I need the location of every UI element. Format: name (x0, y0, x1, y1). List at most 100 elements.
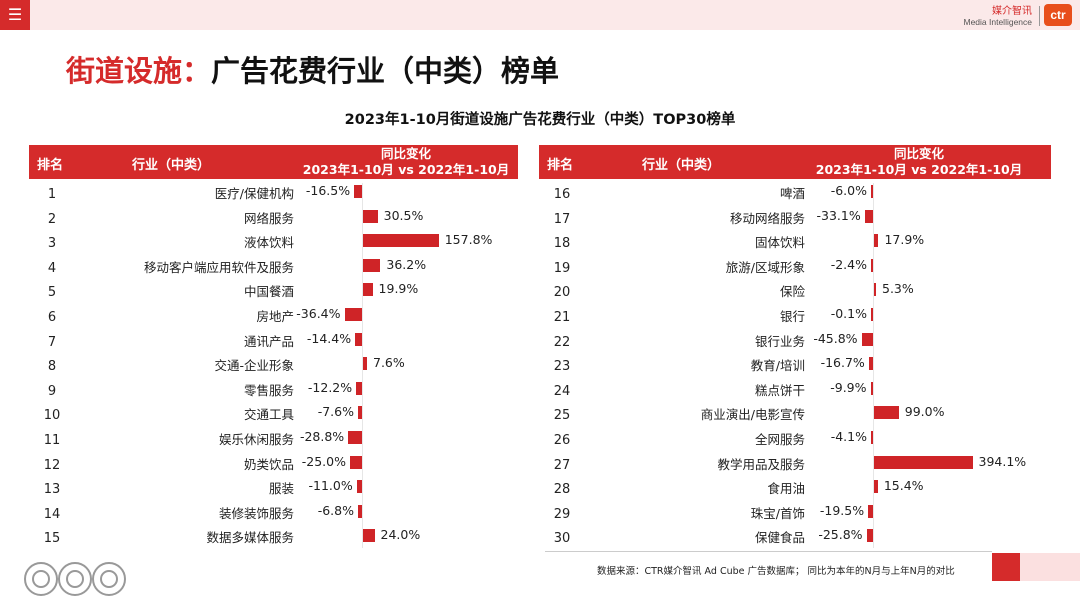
menu-icon[interactable]: ☰ (0, 0, 30, 30)
change-bar (868, 504, 873, 518)
change-bar (871, 258, 873, 272)
industry-cell: 教育/培训 (750, 358, 805, 374)
change-value-label: -25.0% (301, 453, 346, 469)
change-value-label: -16.5% (305, 183, 351, 198)
table-row: 14 装修装饰服务 -6.8% (0, 501, 1080, 525)
change-value-label: 30.5% (383, 207, 424, 223)
header-change: 同比变化 2023年1-10月 vs 2022年1-10月 (811, 146, 1027, 178)
table-row: 29 珠宝/首饰 -19.5% (0, 501, 1080, 525)
change-bar (355, 332, 362, 346)
table-header-left: 排名 行业（中类） 同比变化 2023年1-10月 vs 2022年1-10月 (29, 145, 518, 179)
industry-cell: 啤酒 (779, 186, 805, 201)
change-value-label: -11.0% (308, 478, 353, 494)
table-row: 12 奶类饮品 -25.0% (0, 452, 1080, 476)
table-row: 21 银行 -0.1% (0, 304, 1080, 328)
industry-cell: 糕点饼干 (754, 382, 805, 398)
change-bar (344, 308, 362, 321)
header-industry: 行业（中类） (132, 158, 211, 173)
rank-cell: 17 (553, 211, 571, 227)
industry-cell: 医疗/保健机构 (214, 186, 294, 201)
industry-cell: 银行业务 (754, 333, 805, 349)
change-value-label: 394.1% (978, 453, 1027, 469)
sgs-seal-icon (92, 562, 126, 596)
industry-cell: 通讯产品 (243, 333, 294, 349)
rank-cell: 24 (553, 383, 571, 399)
table-row: 19 旅游/区域形象 -2.4% (0, 255, 1080, 279)
rank-cell: 15 (43, 531, 61, 547)
rank-cell: 21 (553, 310, 571, 325)
industry-cell: 液体饮料 (243, 235, 294, 251)
header-change: 同比变化 2023年1-10月 vs 2022年1-10月 (301, 146, 511, 178)
rank-cell: 4 (47, 260, 57, 276)
change-bar (868, 357, 873, 371)
change-bar (363, 529, 375, 543)
table-row: 3 液体饮料 157.8% (0, 230, 1080, 254)
table-row: 15 数据多媒体服务 24.0% (0, 525, 1080, 549)
change-bar (363, 234, 439, 248)
rank-cell: 9 (47, 383, 57, 399)
change-bar (871, 431, 873, 444)
change-bar (363, 357, 367, 371)
change-value-label: -16.7% (820, 355, 865, 371)
zero-axis-line (362, 183, 363, 548)
table-row: 5 中国餐酒 19.9% (0, 279, 1080, 303)
change-value-label: 157.8% (444, 232, 493, 248)
change-bar (363, 283, 373, 297)
industry-cell: 网络服务 (243, 210, 294, 226)
table-row: 13 服装 -11.0% (0, 476, 1080, 500)
table-row: 30 保健食品 -25.8% (0, 525, 1080, 549)
industry-cell: 中国餐酒 (243, 284, 294, 300)
header-change-line2: 2023年1-10月 vs 2022年1-10月 (302, 162, 510, 177)
change-value-label: -2.4% (830, 256, 867, 272)
rank-cell: 28 (553, 482, 571, 498)
change-value-label: 17.9% (884, 232, 925, 248)
rank-cell: 16 (553, 187, 571, 202)
rank-cell: 20 (553, 285, 571, 301)
industry-cell: 保险 (779, 284, 805, 300)
table-row: 11 娱乐休闲服务 -28.8% (0, 427, 1080, 451)
rank-cell: 23 (553, 359, 571, 375)
table-row: 6 房地产 -36.4% (0, 304, 1080, 328)
change-value-label: -36.4% (296, 306, 341, 321)
industry-cell: 服装 (268, 481, 294, 497)
table-header-right: 排名 行业（中类） 同比变化 2023年1-10月 vs 2022年1-10月 (539, 145, 1051, 179)
industry-cell: 零售服务 (243, 382, 294, 398)
industry-cell: 房地产 (256, 309, 294, 324)
rank-cell: 5 (47, 285, 57, 301)
rank-cell: 29 (553, 506, 571, 522)
header-rank: 排名 (37, 158, 64, 173)
change-bar (864, 209, 873, 223)
change-bar (870, 381, 873, 395)
change-value-label: -7.6% (317, 404, 354, 420)
change-value-label: -14.4% (306, 330, 352, 346)
change-bar (871, 308, 873, 321)
change-value-label: -19.5% (819, 502, 865, 518)
rank-cell: 25 (553, 408, 571, 424)
rank-cell: 2 (47, 211, 57, 227)
header-rank: 排名 (547, 158, 574, 173)
change-value-label: -6.0% (830, 183, 867, 198)
ctr-logo: ctr (1044, 4, 1072, 26)
change-bar (874, 455, 973, 469)
industry-cell: 全网服务 (754, 432, 805, 447)
industry-cell: 移动网络服务 (729, 210, 805, 226)
footer-divider (545, 551, 992, 552)
change-bar (348, 431, 362, 444)
page-title: 街道设施：广告花费行业（中类）榜单 (66, 48, 559, 90)
change-value-label: 7.6% (373, 355, 405, 371)
change-value-label: -33.1% (816, 207, 861, 223)
rank-cell: 8 (47, 359, 57, 375)
industry-cell: 保健食品 (754, 530, 805, 546)
change-bar (356, 381, 362, 395)
data-source-note: 数据来源：CTR媒介智讯 Ad Cube 广告数据库； 同比为本年的N月与上年N… (597, 566, 955, 577)
chart-subtitle: 2023年1-10月街道设施广告花费行业（中类）TOP30榜单 (344, 112, 736, 128)
table-row: 26 全网服务 -4.1% (0, 427, 1080, 451)
change-value-label: 15.4% (883, 478, 924, 494)
industry-cell: 珠宝/首饰 (750, 505, 805, 521)
rank-cell: 22 (553, 334, 571, 350)
rank-cell: 1 (47, 187, 57, 202)
table-row: 18 固体饮料 17.9% (0, 230, 1080, 254)
change-value-label: -9.9% (830, 379, 867, 395)
industry-cell: 交通-企业形象 (214, 358, 294, 374)
change-bar (363, 209, 378, 223)
